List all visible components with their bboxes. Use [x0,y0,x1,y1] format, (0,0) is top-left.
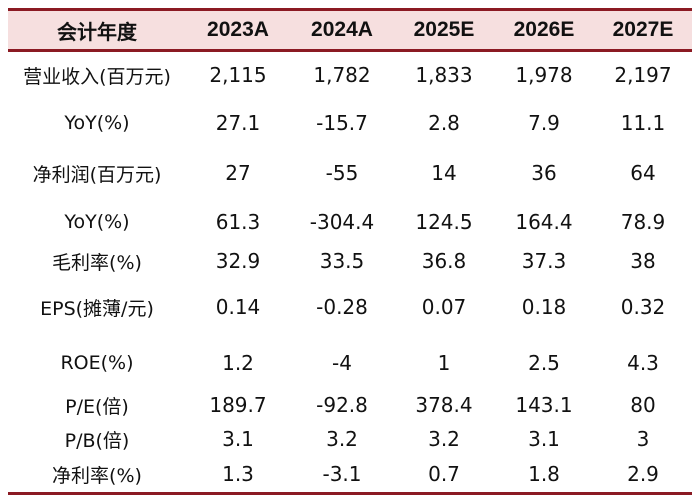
row-value: 7.9 [528,111,560,135]
table-row: 净利率(%) 1.3 -3.1 0.7 1.8 2.9 [8,456,692,492]
row-value: 3 [636,427,650,451]
row-value: 64 [630,161,656,185]
row-value: 0.18 [521,295,567,319]
row-value: 78.9 [620,210,666,234]
table-row: ROE(%) 1.2 -4 1 2.5 4.3 [8,338,692,388]
row-value: 32.9 [215,249,261,273]
table-row: 毛利率(%) 32.9 33.5 36.8 37.3 38 [8,246,692,276]
row-value: 0.32 [620,295,666,319]
row-value: 1,978 [515,63,573,87]
table-row: 营业收入(百万元) 2,115 1,782 1,833 1,978 2,197 [8,52,692,98]
row-value: 27 [225,161,251,185]
row-value: 36.8 [421,249,467,273]
row-value: 11.1 [620,111,666,135]
row-value: 124.5 [415,210,473,234]
bottom-rule [8,492,692,495]
row-value: 61.3 [215,210,261,234]
table-row: P/E(倍) 189.7 -92.8 378.4 143.1 80 [8,388,692,422]
row-value: 4.3 [627,351,659,375]
row-label: P/E(倍) [65,395,129,418]
row-value: -55 [325,161,359,185]
header-row: 会计年度 2023A 2024A 2025E 2026E 2027E [8,11,692,52]
row-label: EPS(摊薄/元) [40,297,154,320]
header-year: 2025E [413,18,475,41]
row-label: P/B(倍) [64,429,130,452]
header-year: 2026E [513,18,575,41]
row-value: -3.1 [322,462,362,486]
table-row: EPS(摊薄/元) 0.14 -0.28 0.07 0.18 0.32 [8,276,692,338]
row-value: -0.28 [316,295,368,319]
row-value: 189.7 [209,393,267,417]
row-value: -4 [332,351,352,375]
row-value: 1 [437,351,451,375]
table-row: YoY(%) 27.1 -15.7 2.8 7.9 11.1 [8,98,692,148]
row-value: 2.9 [627,462,659,486]
financial-forecast-table: 会计年度 2023A 2024A 2025E 2026E 2027E 营业收入(… [8,8,692,495]
row-value: -92.8 [316,393,368,417]
row-value: 143.1 [515,393,573,417]
row-value: -15.7 [316,111,368,135]
row-value: 27.1 [215,111,261,135]
row-value: 1.3 [222,462,254,486]
row-value: 1,833 [415,63,473,87]
row-value: 3.1 [222,427,254,451]
row-label: YoY(%) [64,211,130,233]
row-value: 36 [531,161,557,185]
table-row: YoY(%) 61.3 -304.4 124.5 164.4 78.9 [8,198,692,246]
table-row: 净利润(百万元) 27 -55 14 36 64 [8,148,692,198]
header-year: 2023A [207,18,269,41]
top-rule [8,8,692,11]
row-value: 3.2 [326,427,358,451]
row-value: 3.2 [428,427,460,451]
row-value: 2.5 [528,351,560,375]
row-label: 毛利率(%) [52,251,142,274]
row-value: 0.14 [215,295,261,319]
header-year: 2027E [612,18,674,41]
row-value: 1.2 [222,351,254,375]
row-value: -304.4 [309,210,375,234]
row-value: 1.8 [528,462,560,486]
row-value: 14 [431,161,457,185]
row-value: 0.07 [421,295,467,319]
row-value: 0.7 [428,462,460,486]
row-label: 净利率(%) [52,464,142,487]
row-label: YoY(%) [64,112,130,134]
header-year: 2024A [311,18,373,41]
row-value: 2,197 [614,63,672,87]
table-row: P/B(倍) 3.1 3.2 3.2 3.1 3 [8,422,692,456]
row-value: 2,115 [209,63,267,87]
header-label: 会计年度 [57,21,137,44]
row-value: 164.4 [515,210,573,234]
row-label: ROE(%) [60,352,134,374]
row-value: 1,782 [313,63,371,87]
row-value: 3.1 [528,427,560,451]
row-label: 营业收入(百万元) [23,65,171,88]
row-value: 80 [630,393,656,417]
row-value: 37.3 [521,249,567,273]
row-value: 2.8 [428,111,460,135]
row-value: 378.4 [415,393,473,417]
row-value: 38 [630,249,656,273]
row-label: 净利润(百万元) [32,163,162,186]
row-value: 33.5 [319,249,365,273]
